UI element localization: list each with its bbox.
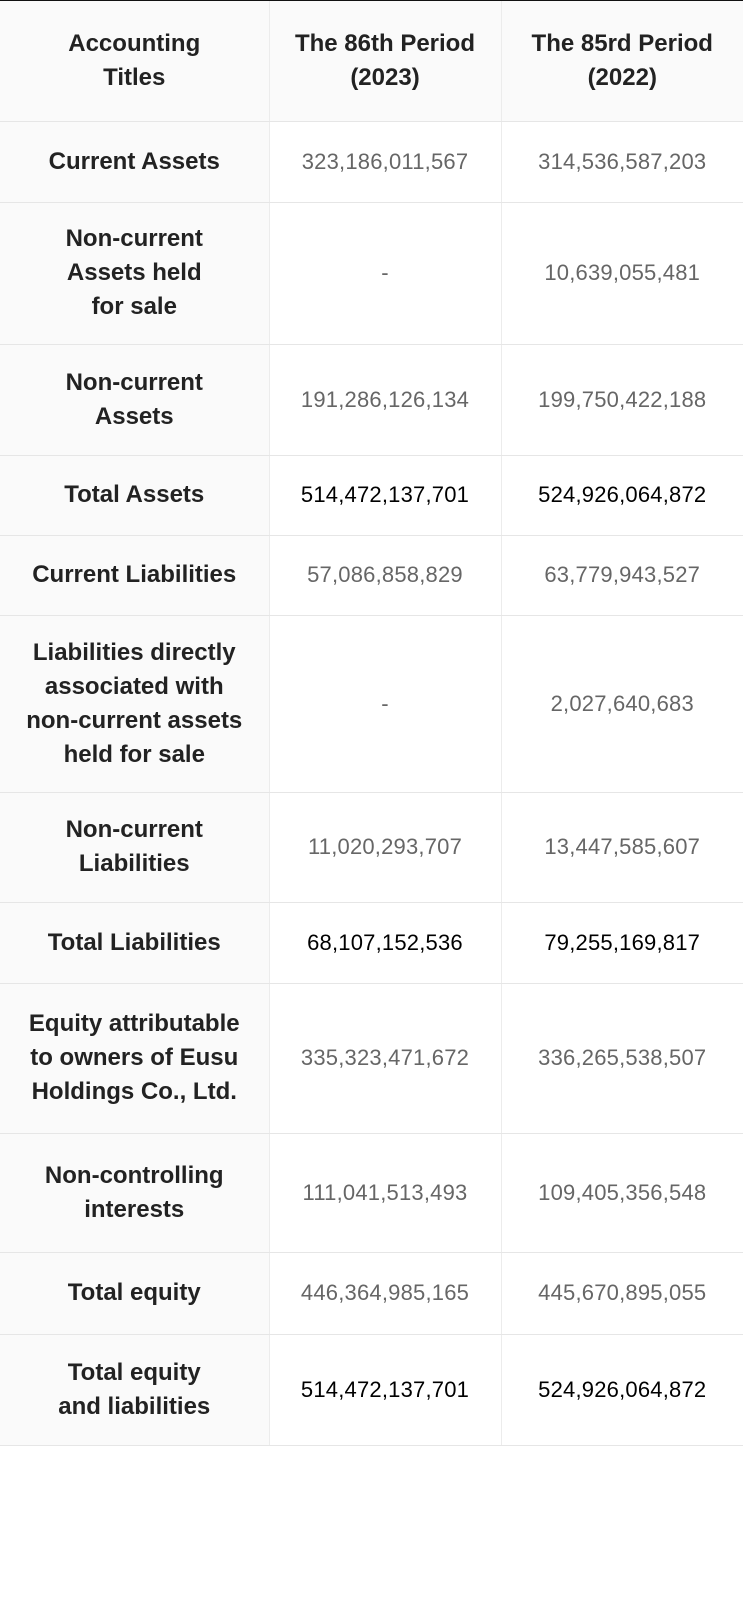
row-title-line: Total equity (67, 1279, 201, 1306)
row-title: Total Liabilities (0, 902, 269, 984)
row-title-line: Current Assets (48, 147, 220, 175)
value-2022: 63,779,943,527 (500, 535, 743, 616)
value-2023: 335,323,471,672 (268, 983, 501, 1134)
row-title: Non-controlling interests (0, 1133, 269, 1253)
table-row: Current Assets 323,186,011,567 314,536,587… (0, 121, 743, 203)
row-title-line: Non-current (65, 816, 203, 843)
row-title-line: Holdings Co., Ltd. (31, 1078, 237, 1105)
row-title-line: to owners of Eusu (30, 1044, 239, 1071)
header-line: Accounting (68, 29, 201, 57)
row-title: Total equity and liabilities (0, 1334, 269, 1446)
table-header-row: Accounting Titles The 86th Period (2023)… (0, 1, 743, 122)
row-title-line: Non-current (65, 225, 203, 252)
table-row: Liabilities directly associated with non-c… (0, 615, 743, 793)
value-2022: 199,750,422,188 (500, 344, 743, 456)
table-row: Equity attributable to owners of Eusu Hold… (0, 983, 743, 1134)
row-title-line: Total Assets (64, 481, 205, 508)
header-period-2022: The 85rd Period (2022) (500, 1, 743, 122)
table-row: Non-controlling interests 111,041,513,493 1… (0, 1133, 743, 1253)
row-title-line: Liabilities (78, 850, 190, 877)
row-title-line: Liabilities directly (32, 638, 236, 666)
value-2022: 79,255,169,817 (500, 902, 743, 984)
row-title-line: Total Liabilities (47, 928, 221, 956)
value-2022: 2,027,640,683 (500, 615, 743, 793)
row-title-line: interests (84, 1195, 185, 1223)
table-row: Total equity and liabilities 514,472,137,7… (0, 1334, 743, 1446)
table-row: Total Assets 514,472,137,701 524,926,064,8… (0, 455, 743, 536)
row-title-line: Current Liabilities (32, 561, 237, 588)
value-2022: 524,926,064,872 (500, 1334, 743, 1446)
row-title-line: and liabilities (58, 1392, 211, 1420)
value-2023: 514,472,137,701 (268, 1334, 501, 1446)
value-2022: 13,447,585,607 (500, 792, 743, 903)
header-line: Titles (103, 63, 166, 91)
row-title: Non-current Assets (0, 344, 269, 456)
row-title: Total equity (0, 1252, 269, 1335)
value-2023: 11,020,293,707 (268, 792, 501, 903)
row-title: Non-current Liabilities (0, 792, 269, 903)
value-2023: 57,086,858,829 (268, 535, 501, 616)
value-2023: - (268, 202, 501, 345)
value-2023: 111,041,513,493 (268, 1133, 501, 1253)
table-row: Non-current Assets 191,286,126,134 199,750,… (0, 344, 743, 456)
row-title-line: Total equity (67, 1358, 201, 1386)
value-2022: 524,926,064,872 (500, 455, 743, 536)
row-title: Equity attributable to owners of Eusu Hold… (0, 983, 269, 1134)
row-title: Current Liabilities (0, 535, 269, 616)
table-row: Non-current Liabilities 11,020,293,707 13,4… (0, 792, 743, 903)
row-title-line: Non-controlling (44, 1161, 224, 1189)
value-2023: 68,107,152,536 (268, 902, 501, 984)
value-2023: 446,364,985,165 (268, 1252, 501, 1335)
header-line: (2023) (350, 63, 420, 91)
row-title-line: Non-current (65, 368, 203, 396)
value-2022: 314,536,587,203 (500, 121, 743, 203)
row-title-line: held for sale (63, 740, 205, 768)
value-2022: 109,405,356,548 (500, 1133, 743, 1253)
row-title: Liabilities directly associated with non-c… (0, 615, 269, 793)
row-title: Non-current Assets held for sale (0, 202, 269, 345)
table-row: Non-current Assets held for sale -10,639,05… (0, 202, 743, 345)
value-2023: 514,472,137,701 (268, 455, 501, 536)
value-2023: 323,186,011,567 (268, 121, 501, 203)
row-title: Total Assets (0, 455, 269, 536)
header-period-2023: The 86th Period (2023) (268, 1, 501, 122)
financial-statement-table: Accounting Titles The 86th Period (2023)… (0, 1, 743, 1446)
value-2022: 10,639,055,481 (500, 202, 743, 345)
header-line: (2022) (587, 63, 657, 91)
value-2023: 191,286,126,134 (268, 344, 501, 456)
row-title-line: Equity attributable (28, 1010, 240, 1037)
table-row: Current Liabilities 57,086,858,829 63,779,… (0, 535, 743, 616)
row-title-line: for sale (91, 293, 177, 320)
row-title-line: Assets held (66, 259, 202, 286)
table-body: Current Assets 323,186,011,567 314,536,587… (0, 121, 743, 1446)
value-2022: 336,265,538,507 (500, 983, 743, 1134)
row-title: Current Assets (0, 121, 269, 203)
row-title-line: non-current assets (26, 706, 243, 734)
value-2023: - (268, 615, 501, 793)
value-2022: 445,670,895,055 (500, 1252, 743, 1335)
row-title-line: associated with (44, 672, 224, 700)
header-line: The 85rd Period (531, 29, 713, 57)
header-accounting-titles: Accounting Titles (0, 1, 269, 122)
table-row: Total Liabilities 68,107,152,536 79,255,16… (0, 902, 743, 984)
table-row: Total equity 446,364,985,165 445,670,895,0… (0, 1252, 743, 1335)
row-title-line: Assets (94, 402, 174, 430)
header-line: The 86th Period (294, 29, 476, 57)
